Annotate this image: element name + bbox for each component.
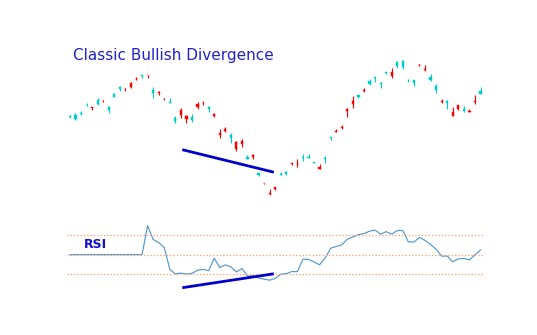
Bar [69, 116, 71, 117]
Bar [252, 154, 254, 157]
Bar [180, 110, 182, 115]
Text: RSI: RSI [84, 238, 107, 251]
Bar [296, 163, 299, 164]
Bar [80, 113, 82, 114]
Bar [107, 107, 110, 110]
Bar [374, 77, 376, 78]
Bar [480, 91, 482, 94]
Bar [130, 83, 132, 87]
Bar [102, 101, 104, 102]
Bar [446, 102, 448, 103]
Bar [157, 92, 160, 93]
Bar [407, 79, 410, 80]
Bar [280, 174, 282, 175]
Bar [435, 86, 437, 90]
Bar [241, 141, 243, 144]
Bar [452, 112, 454, 116]
Bar [152, 90, 154, 93]
Bar [224, 130, 227, 131]
Bar [468, 111, 470, 112]
Bar [257, 173, 260, 175]
Bar [474, 100, 476, 103]
Bar [368, 81, 371, 83]
Bar [274, 188, 277, 189]
Bar [346, 109, 349, 111]
Bar [219, 133, 221, 135]
Bar [335, 131, 337, 132]
Bar [340, 127, 343, 128]
Bar [191, 117, 193, 120]
Bar [91, 107, 93, 108]
Bar [97, 100, 99, 104]
Bar [330, 137, 332, 138]
Bar [213, 114, 215, 116]
Bar [169, 102, 171, 103]
Bar [318, 167, 321, 169]
Bar [424, 69, 426, 70]
Bar [440, 101, 443, 102]
Bar [324, 158, 326, 159]
Bar [141, 75, 143, 76]
Bar [235, 142, 237, 149]
Bar [357, 95, 360, 96]
Bar [197, 104, 199, 107]
Bar [380, 83, 382, 84]
Bar [402, 61, 404, 67]
Bar [385, 72, 387, 73]
Bar [246, 157, 249, 159]
Bar [185, 116, 187, 119]
Bar [363, 90, 365, 91]
Bar [302, 157, 304, 158]
Bar [174, 118, 177, 121]
Bar [457, 106, 460, 109]
Text: Classic Bullish Divergence: Classic Bullish Divergence [74, 48, 274, 63]
Bar [396, 62, 398, 66]
Bar [113, 94, 115, 97]
Bar [413, 80, 415, 83]
Bar [430, 77, 432, 80]
Bar [230, 135, 232, 138]
Bar [207, 107, 210, 109]
Bar [285, 172, 287, 174]
Bar [390, 72, 393, 76]
Bar [268, 193, 271, 194]
Bar [463, 109, 465, 111]
Bar [119, 87, 121, 88]
Bar [352, 101, 354, 104]
Bar [74, 115, 77, 119]
Bar [307, 157, 310, 158]
